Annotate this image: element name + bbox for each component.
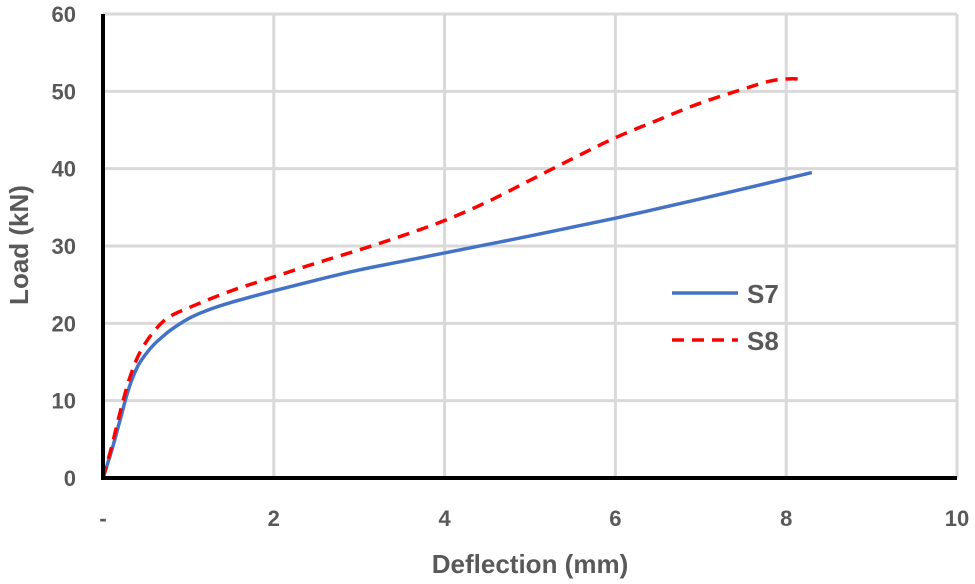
x-tick-label: 8 [780,506,792,531]
y-tick-label: 60 [52,2,76,27]
y-tick-label: 30 [52,234,76,259]
y-tick-label: 20 [52,311,76,336]
y-tick-label: 40 [52,157,76,182]
tick-labels: 0 10 20 30 40 50 60 - 2 4 6 8 10 [52,2,970,531]
y-tick-label: 10 [52,389,76,414]
x-axis-title: Deflection (mm) [432,549,628,579]
x-tick-label: 2 [268,506,280,531]
axes [101,14,957,480]
legend: S7 S8 [672,279,779,356]
y-tick-label: 50 [52,79,76,104]
x-tick-label: 10 [945,506,969,531]
legend-label-s7: S7 [747,279,779,309]
gridlines [103,12,959,478]
series-lines [101,77,813,479]
y-tick-label: 0 [64,466,76,491]
x-tick-label: 4 [438,506,451,531]
legend-label-s8: S8 [747,326,779,356]
x-tick-label: - [99,506,106,531]
y-axis-title: Load (kN) [4,185,34,305]
series-line-s8 [101,77,804,479]
x-tick-label: 6 [609,506,621,531]
series-line-s7 [101,170,813,479]
